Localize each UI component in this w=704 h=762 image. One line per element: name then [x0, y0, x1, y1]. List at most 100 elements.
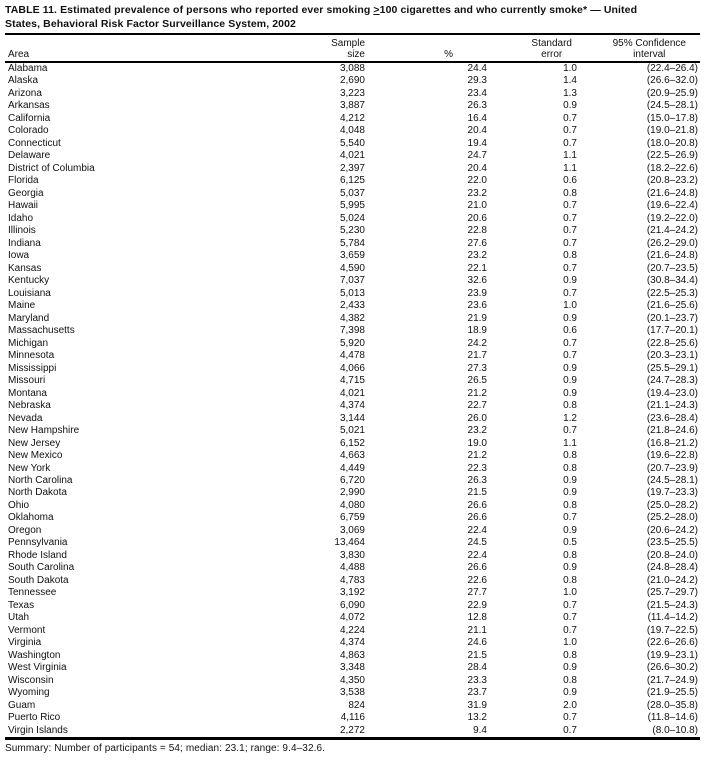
percent-cell: 23.2 [467, 250, 487, 262]
area-cell: Connecticut [8, 137, 61, 149]
table-row: Illinois 5,230 22.8 0.7 (21.4–24.2) [5, 225, 700, 237]
table-header: Area Sample size % Standard error 95% Conf… [5, 35, 700, 63]
standard-error-cell: 0.8 [563, 250, 577, 262]
confidence-interval-cell: (23.6–28.4) [646, 412, 698, 424]
area-cell: North Dakota [8, 487, 67, 499]
confidence-interval-cell: (21.1–24.3) [646, 400, 698, 412]
standard-error-cell: 0.9 [563, 524, 577, 536]
table-row: Ohio 4,080 26.6 0.8 (25.0–28.2) [5, 500, 700, 512]
table-row: Mississippi 4,066 27.3 0.9 (25.5–29.1) [5, 363, 700, 375]
standard-error-cell: 0.7 [563, 200, 577, 212]
confidence-interval-cell: (20.6–24.2) [646, 524, 698, 536]
area-cell: New Mexico [8, 450, 63, 462]
percent-cell: 28.4 [467, 662, 487, 674]
table-row: South Dakota 4,783 22.6 0.8 (21.0–24.2) [5, 575, 700, 587]
confidence-interval-cell: (19.6–22.4) [646, 200, 698, 212]
standard-error-cell: 1.0 [563, 63, 577, 74]
sample-size-cell: 7,037 [339, 275, 365, 287]
header-line: 95% Confidence [612, 38, 686, 49]
percent-cell: 26.6 [467, 562, 487, 574]
sample-size-cell: 5,037 [339, 187, 365, 199]
percent-cell: 27.3 [467, 362, 487, 374]
table-row: Louisiana 5,013 23.9 0.7 (22.5–25.3) [5, 288, 700, 300]
table-row: Alaska 2,690 29.3 1.4 (26.6–32.0) [5, 75, 700, 87]
standard-error-cell: 0.9 [563, 312, 577, 324]
standard-error-cell: 0.7 [563, 512, 577, 524]
table-row: New York 4,449 22.3 0.8 (20.7–23.9) [5, 463, 700, 475]
percent-cell: 24.4 [467, 63, 487, 74]
standard-error-cell: 0.6 [563, 175, 577, 187]
table-row: Vermont 4,224 21.1 0.7 (19.7–22.5) [5, 625, 700, 637]
area-cell: Oregon [8, 524, 42, 536]
table-row: Pennsylvania 13,464 24.5 0.5 (23.5–25.5) [5, 537, 700, 549]
confidence-interval-cell: (16.8–21.2) [646, 437, 698, 449]
standard-error-cell: 0.8 [563, 450, 577, 462]
confidence-interval-cell: (17.7–20.1) [646, 325, 698, 337]
table-row: Maryland 4,382 21.9 0.9 (20.1–23.7) [5, 313, 700, 325]
percent-cell: 18.9 [467, 325, 487, 337]
table-row: Massachusetts 7,398 18.9 0.6 (17.7–20.1) [5, 325, 700, 337]
standard-error-cell: 0.7 [563, 599, 577, 611]
percent-cell: 32.6 [467, 275, 487, 287]
sample-size-cell: 4,080 [339, 499, 365, 511]
table-row: Alabama 3,088 24.4 1.0 (22.4–26.4) [5, 62, 700, 75]
standard-error-cell: 0.8 [563, 462, 577, 474]
area-cell: Colorado [8, 125, 49, 137]
sample-size-cell: 4,863 [339, 649, 365, 661]
table-row: North Carolina 6,720 26.3 0.9 (24.5–28.1) [5, 475, 700, 487]
area-cell: Texas [8, 599, 35, 611]
table-row: Virginia 4,374 24.6 1.0 (22.6–26.6) [5, 637, 700, 649]
area-cell: Louisiana [8, 287, 51, 299]
confidence-interval-cell: (15.0–17.8) [646, 112, 698, 124]
standard-error-cell: 0.9 [563, 100, 577, 112]
table-row: Maine 2,433 23.6 1.0 (21.6–25.6) [5, 300, 700, 312]
area-cell: New Hampshire [8, 425, 80, 437]
standard-error-cell: 0.8 [563, 574, 577, 586]
standard-error-cell: 0.8 [563, 649, 577, 661]
standard-error-cell: 0.8 [563, 400, 577, 412]
table-title-line1: TABLE 11. Estimated prevalence of person… [5, 4, 700, 18]
area-cell: Indiana [8, 237, 41, 249]
standard-error-cell: 1.3 [563, 87, 577, 99]
percent-cell: 19.0 [467, 437, 487, 449]
confidence-interval-cell: (24.5–28.1) [646, 474, 698, 486]
standard-error-cell: 0.7 [563, 212, 577, 224]
area-cell: South Dakota [8, 574, 69, 586]
sample-size-cell: 6,152 [339, 437, 365, 449]
table-body: Alabama 3,088 24.4 1.0 (22.4–26.4) Alaska 2,69… [5, 62, 700, 739]
standard-error-cell: 0.9 [563, 387, 577, 399]
percent-cell: 31.9 [467, 699, 487, 711]
confidence-interval-cell: (18.2–22.6) [646, 162, 698, 174]
area-cell: Pennsylvania [8, 537, 68, 549]
standard-error-cell: 1.1 [563, 437, 577, 449]
percent-cell: 21.5 [467, 649, 487, 661]
sample-size-cell: 3,659 [339, 250, 365, 262]
percent-cell: 22.9 [467, 599, 487, 611]
table-row: Georgia 5,037 23.2 0.8 (21.6–24.8) [5, 188, 700, 200]
table-row: Tennessee 3,192 27.7 1.0 (25.7–29.7) [5, 587, 700, 599]
percent-cell: 22.4 [467, 549, 487, 561]
sample-size-cell: 4,449 [339, 462, 365, 474]
percent-cell: 21.9 [467, 312, 487, 324]
standard-error-cell: 0.7 [563, 712, 577, 724]
area-cell: Idaho [8, 212, 34, 224]
table-row: Connecticut 5,540 19.4 0.7 (18.0–20.8) [5, 138, 700, 150]
confidence-interval-cell: (19.4–23.0) [646, 387, 698, 399]
confidence-interval-cell: (18.0–20.8) [646, 137, 698, 149]
col-header-sample-size: Sample size [305, 35, 365, 63]
confidence-interval-cell: (21.5–24.3) [646, 599, 698, 611]
confidence-interval-cell: (21.7–24.9) [646, 674, 698, 686]
standard-error-cell: 0.9 [563, 687, 577, 699]
percent-cell: 29.3 [467, 75, 487, 87]
standard-error-cell: 0.7 [563, 337, 577, 349]
sample-size-cell: 4,374 [339, 400, 365, 412]
confidence-interval-cell: (19.7–23.3) [646, 487, 698, 499]
confidence-interval-cell: (24.7–28.3) [646, 375, 698, 387]
area-cell: New York [8, 462, 51, 474]
standard-error-cell: 1.1 [563, 162, 577, 174]
sample-size-cell: 4,715 [339, 375, 365, 387]
table-row: New Jersey 6,152 19.0 1.1 (16.8–21.2) [5, 438, 700, 450]
table-row: Nebraska 4,374 22.7 0.8 (21.1–24.3) [5, 400, 700, 412]
sample-size-cell: 4,212 [339, 112, 365, 124]
